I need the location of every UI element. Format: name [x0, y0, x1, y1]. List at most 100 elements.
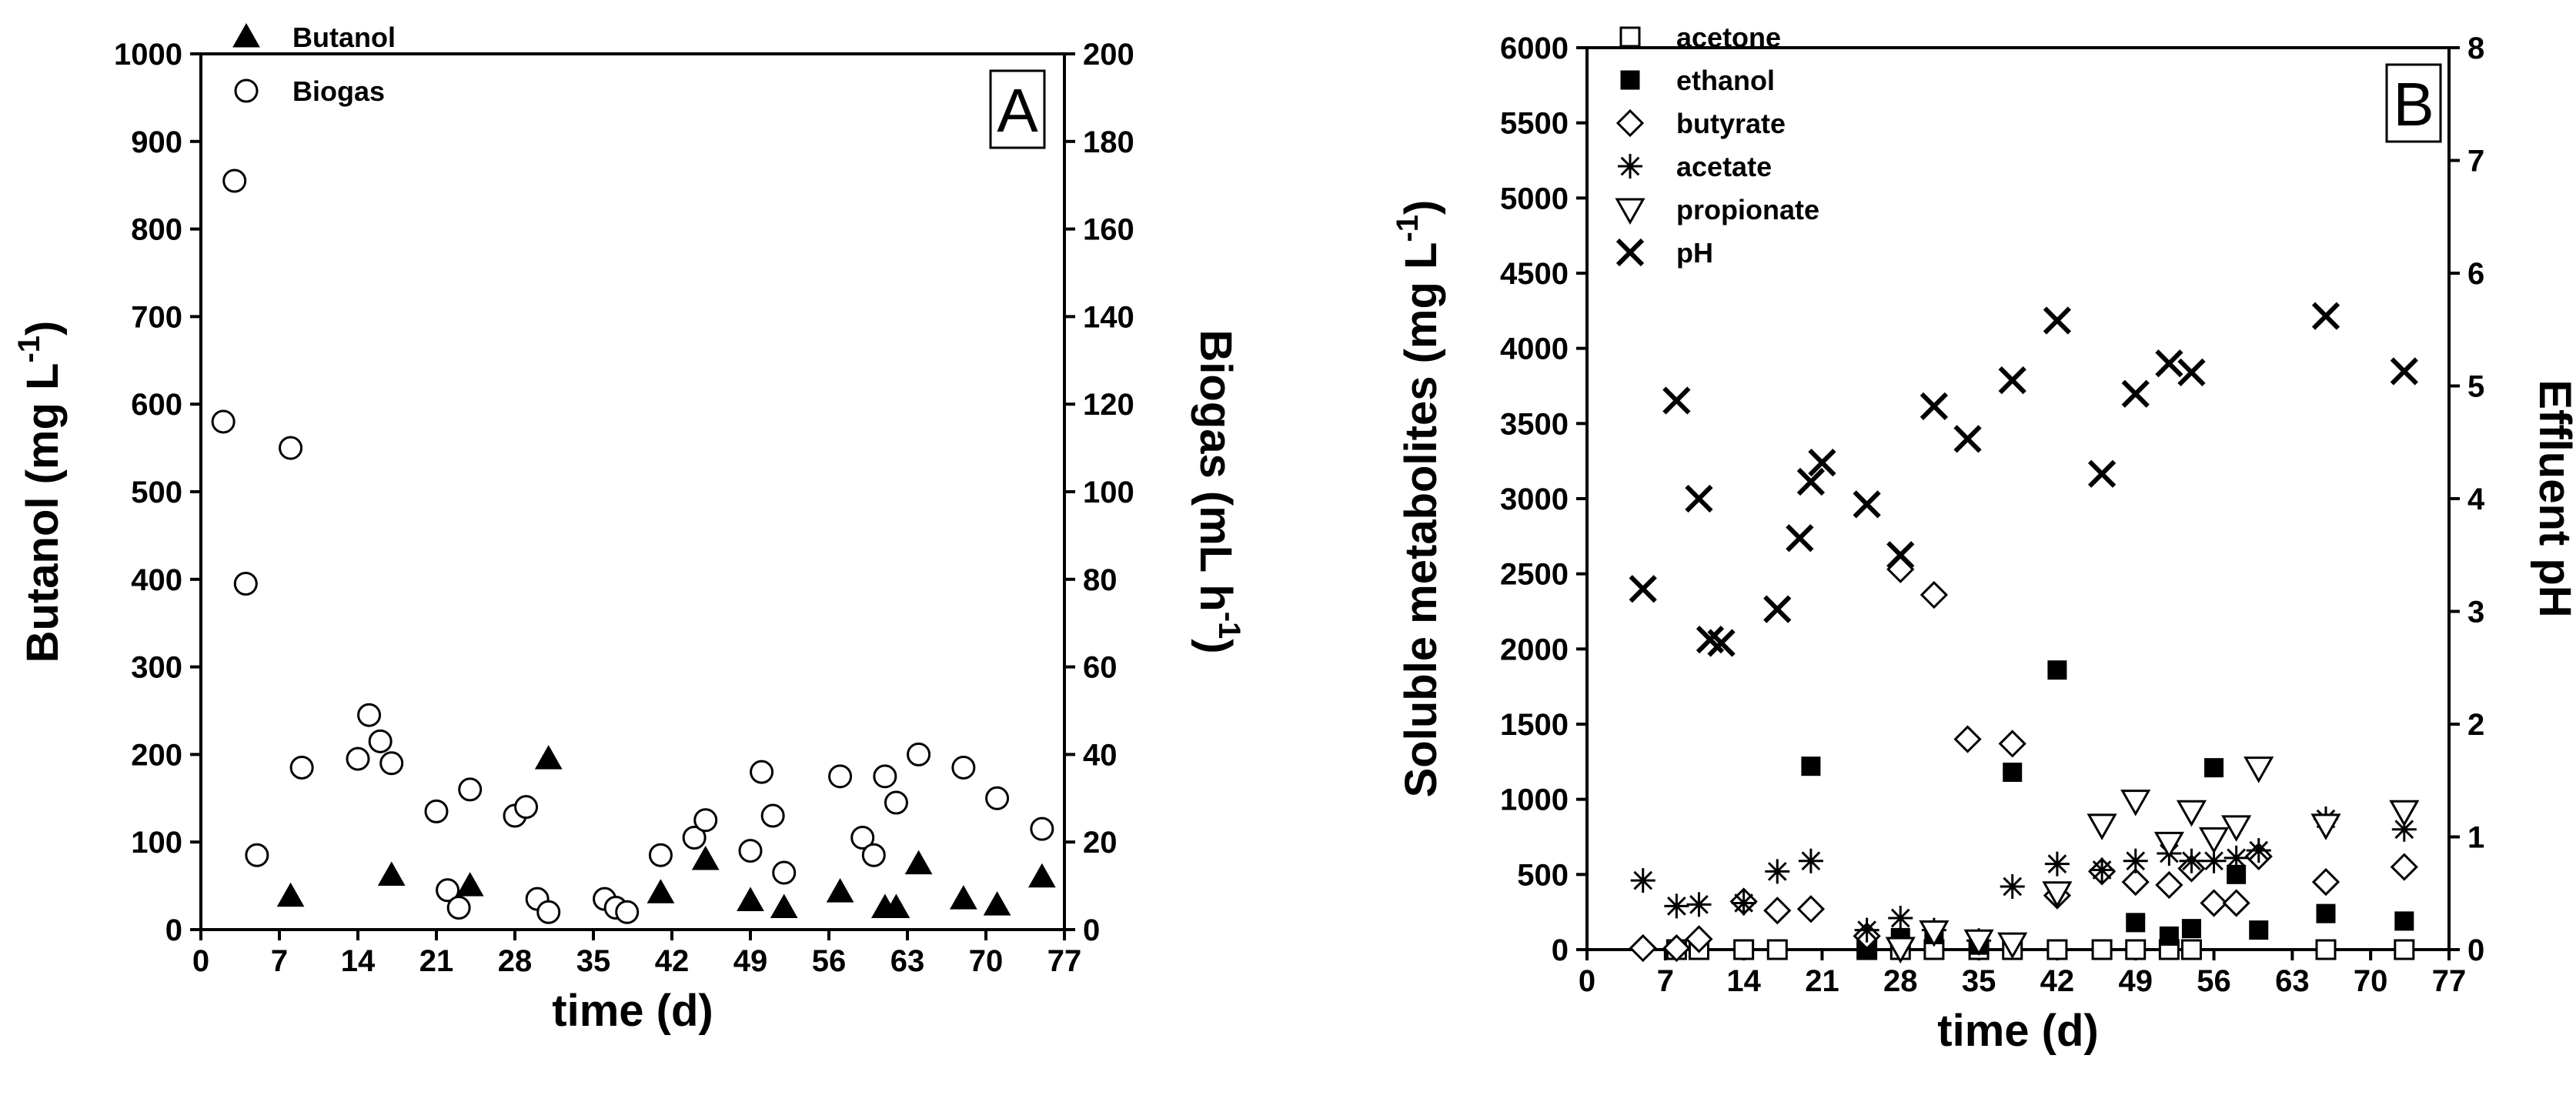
panel-a-legend-label-biogas: Biogas [292, 75, 385, 107]
panel-b-acetone-point [2125, 939, 2147, 960]
panel-b-ph-point [1685, 484, 1713, 513]
panel-a-y-tick-label: 800 [131, 213, 182, 247]
panel-a-x-tick-label: 14 [341, 944, 376, 978]
panel-b-acetone-point [2315, 939, 2337, 960]
panel-a-x-tick-label: 49 [733, 944, 768, 978]
panel-b-y-tick-label: 0 [1552, 933, 1569, 967]
panel-b-acetate-point [2090, 857, 2115, 883]
panel-b-butyrate-point [1919, 580, 1949, 609]
panel-a-butanol-point [691, 845, 720, 870]
panel-a-butanol-point [826, 878, 854, 903]
panel-b-ph-point [1662, 386, 1691, 415]
panel-b-ethanol-point [2249, 920, 2269, 940]
panel-b-letter-box [2385, 63, 2442, 143]
panel-a-legend: Butanol Biogas [232, 22, 396, 107]
panel-b-y-axis-title: Soluble metabolites (mg L-1) [1391, 200, 1446, 798]
panel-a-butanol-point [1027, 863, 1056, 888]
panel-b-ethanol-point [2003, 763, 2023, 783]
panel-b-series-ethanol [1801, 660, 2414, 958]
panel-b-butyrate-point [1662, 933, 1691, 963]
panel-a-letter-box [989, 69, 1046, 149]
panel-b-acetate-point [1854, 917, 1879, 943]
panel-a-y2-tick-label: 140 [1083, 300, 1134, 334]
panel-b-x-tick-label: 70 [2354, 964, 2388, 998]
panel-b-y-tick-label: 500 [1517, 858, 1569, 892]
panel-a-y-axis-title-text: Butanol (mg L [18, 363, 68, 663]
panel-a-biogas-point [615, 900, 640, 924]
panel-a-x-axis-title: time (d) [552, 986, 713, 1036]
panel-a-biogas-point [357, 703, 382, 727]
panel-b-y-tick-label: 5000 [1500, 182, 1569, 215]
panel-b-ph-point [1953, 425, 1982, 453]
panel-b-butyrate-point [2222, 889, 2250, 917]
panel-a-y-axis-title-close: ) [18, 321, 68, 336]
panel-b-butyrate-point [2200, 889, 2228, 917]
panel-b-legend-marker-ethanol [1620, 70, 1640, 90]
panel-b-acetate-point [1686, 892, 1712, 917]
panel-a-y-tick-label: 600 [131, 388, 182, 422]
panel-b-y-tick-label: 3000 [1500, 483, 1569, 516]
panel-a-x-tick-label: 7 [271, 944, 288, 978]
panel-b-x-tick-label: 77 [2432, 964, 2467, 998]
panel-b-legend-label-ph: pH [1676, 237, 1713, 269]
panel-a-biogas-point [738, 839, 763, 863]
panel-b-legend-label-acetone: acetone [1676, 22, 1781, 53]
panel-a-x-tick-label: 35 [576, 944, 611, 978]
panel-a-biogas-point [682, 826, 707, 850]
panel-b-x-tick-label: 49 [2118, 964, 2153, 998]
panel-a-y-tick-label: 900 [131, 125, 182, 159]
panel-b-acetate-point [2000, 873, 2025, 899]
panel-a-y2-tick-label: 100 [1083, 476, 1134, 509]
panel-a-legend-marker-butanol [232, 22, 260, 48]
panel-a-y-tick-label: 400 [131, 563, 182, 597]
panel-b-y2-tick-label: 8 [2467, 32, 2484, 65]
panel-a-butanol-point [276, 882, 305, 907]
panel-b-x-tick-label: 7 [1657, 964, 1674, 998]
panel-b-propionate-point [2244, 756, 2274, 783]
panel-b-ph-point [1763, 595, 1792, 623]
panel-a-legend-label-butanol: Butanol [292, 22, 396, 53]
panel-a-biogas-point [951, 755, 976, 780]
panel-b-ph-point [1919, 392, 1949, 420]
panel-b-propionate-point [2042, 881, 2073, 908]
panel-b-ph-point [1707, 629, 1736, 657]
panel-a-biogas-point [760, 803, 785, 828]
panel-a-biogas-point [750, 760, 774, 784]
panel-a-y2-tick-label: 180 [1083, 125, 1134, 159]
panel-b-acetone-point [2046, 939, 2068, 960]
panel-b-x-axis-title: time (d) [1937, 1006, 2098, 1056]
panel-b-y-tick-label: 1500 [1500, 708, 1569, 742]
panel-a-x-tick-label: 56 [812, 944, 847, 978]
panel-b-acetate-point [2391, 816, 2417, 842]
panel-a-butanol-point [949, 885, 977, 910]
panel-b-letter: B [2393, 70, 2434, 139]
panel-a-biogas-point [985, 786, 1010, 810]
panel-a-series-biogas [211, 169, 1054, 924]
panel-a-y-tick-label: 200 [131, 738, 182, 772]
panel-a-y2-axis-title-text: Biogas (mL h [1191, 329, 1241, 611]
panel-a-y2-tick-label: 120 [1083, 388, 1134, 422]
panel-b-propionate-point [2087, 813, 2117, 840]
panel-a-butanol-point [377, 861, 406, 886]
panel-a-biogas-point [907, 742, 931, 766]
panel-a-y2-tick-label: 20 [1083, 826, 1118, 860]
panel-b-x-tick-label: 42 [2040, 964, 2075, 998]
panel-b-acetate-point [2224, 845, 2249, 870]
panel-b-butyrate-point [1685, 925, 1713, 953]
panel-b-ph-point [2311, 302, 2340, 330]
panel-b-ph-point [1796, 467, 1826, 496]
panel-a-x-tick-label: 70 [969, 944, 1004, 978]
panel-b-ph-point [2043, 306, 2072, 335]
panel-b-butyrate-point [1998, 730, 2026, 758]
panel-b-ethanol-point [2316, 903, 2336, 923]
panel-b-butyrate-point [1796, 895, 1826, 923]
panel-a-x-tick-label: 0 [192, 944, 209, 978]
panel-b-ph-point [2155, 349, 2183, 378]
panel-b-butyrate-point [2311, 867, 2340, 897]
panel-b-legend-label-butyrate: butyrate [1676, 108, 1786, 139]
panel-b-acetate-point [2123, 848, 2148, 873]
panel-a-biogas-point [514, 795, 539, 820]
panel-b-butyrate-point [2390, 853, 2418, 881]
panel-b-acetate-point [2201, 848, 2227, 873]
panel-b-propionate-point [1963, 929, 1994, 957]
